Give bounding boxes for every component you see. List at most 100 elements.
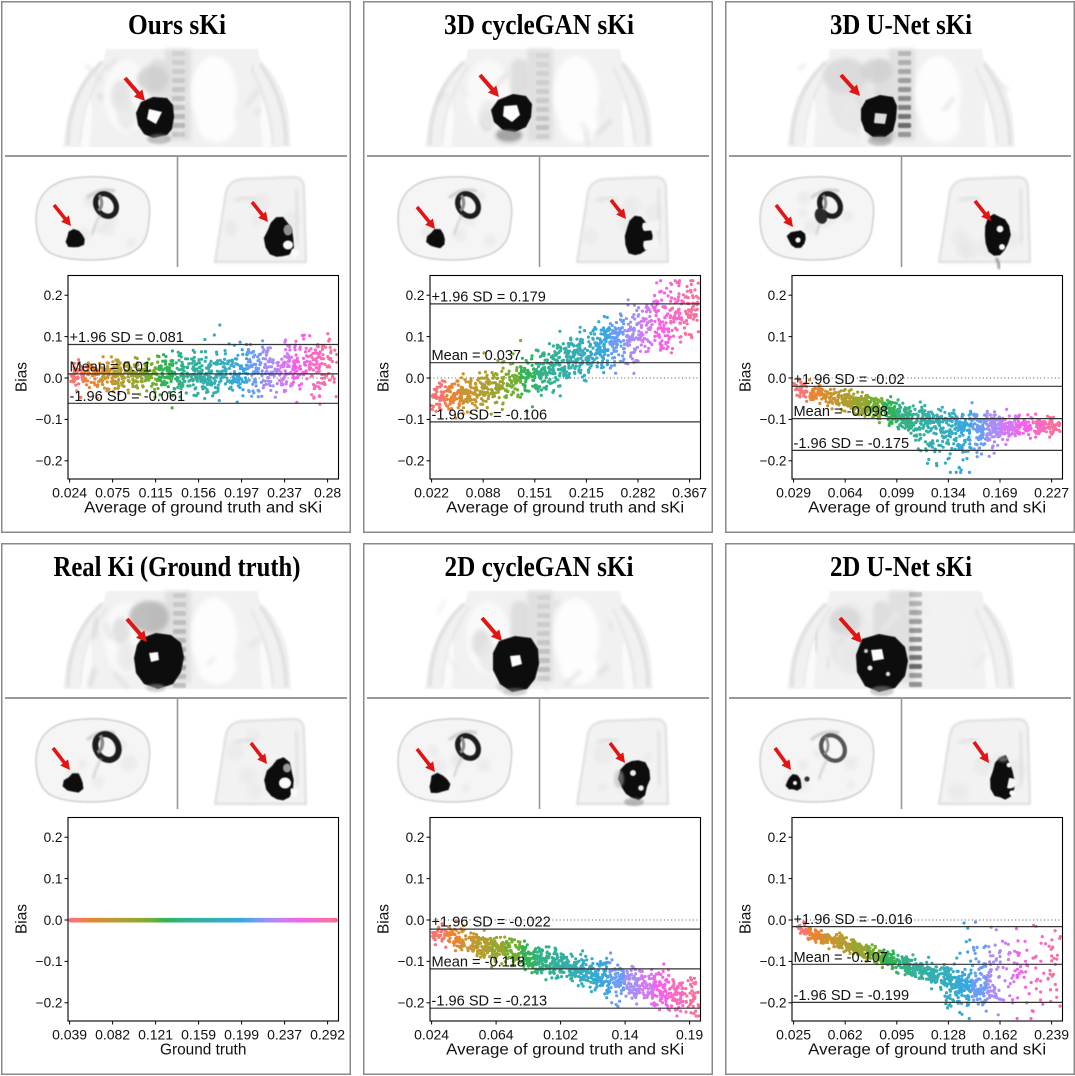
svg-text:Average of ground truth and sK: Average of ground truth and sKi [808,500,1046,517]
svg-text:0.064: 0.064 [479,1027,514,1043]
svg-text:0.121: 0.121 [138,1027,173,1043]
svg-text:0.1: 0.1 [44,329,63,344]
svg-text:0.075: 0.075 [95,485,130,501]
svg-text:+1.96 SD = -0.02: +1.96 SD = -0.02 [794,372,905,388]
svg-text:−0.1: −0.1 [398,412,425,427]
svg-text:Average of ground truth and sK: Average of ground truth and sKi [84,500,322,517]
svg-text:Mean = 0.037: Mean = 0.037 [432,348,522,364]
svg-text:0.14: 0.14 [611,1027,638,1043]
svg-text:Bias: Bias [738,362,755,392]
svg-text:0.237: 0.237 [267,1027,302,1043]
svg-text:-1.96 SD = -0.061: -1.96 SD = -0.061 [70,389,186,405]
svg-text:−0.1: −0.1 [36,954,63,969]
svg-text:0.022: 0.022 [414,485,449,501]
svg-text:-1.96 SD = -0.106: -1.96 SD = -0.106 [432,407,548,423]
svg-text:−0.2: −0.2 [36,996,63,1011]
svg-text:Bias: Bias [376,362,393,392]
svg-text:0.2: 0.2 [768,830,787,845]
svg-text:0.088: 0.088 [466,485,501,501]
svg-text:0.239: 0.239 [1034,1027,1069,1043]
svg-text:Bias: Bias [738,904,755,934]
svg-text:Bias: Bias [14,362,31,392]
svg-text:+1.96 SD = -0.016: +1.96 SD = -0.016 [794,912,913,928]
svg-text:−0.1: −0.1 [36,412,63,427]
svg-text:0.0: 0.0 [768,913,787,928]
svg-text:0.025: 0.025 [776,1027,811,1043]
svg-text:-1.96 SD = -0.175: -1.96 SD = -0.175 [794,436,910,452]
svg-text:Bias: Bias [376,904,393,934]
svg-text:0.237: 0.237 [267,485,302,501]
svg-text:0.28: 0.28 [314,485,341,501]
svg-text:0.134: 0.134 [931,485,966,501]
svg-text:Ground truth: Ground truth [160,1042,246,1059]
svg-text:2D U-Net sKi: 2D U-Net sKi [830,551,972,583]
svg-text:0.2: 0.2 [44,830,63,845]
svg-text:0.039: 0.039 [52,1027,87,1043]
svg-text:Real Ki (Ground truth): Real Ki (Ground truth) [54,551,301,583]
svg-text:0.1: 0.1 [406,329,425,344]
svg-text:-1.96 SD = -0.199: -1.96 SD = -0.199 [794,988,910,1004]
svg-text:0.1: 0.1 [768,871,787,886]
svg-text:Mean = -0.107: Mean = -0.107 [794,950,889,966]
svg-text:0.099: 0.099 [879,485,914,501]
svg-text:0.064: 0.064 [828,485,863,501]
svg-text:0.197: 0.197 [224,485,259,501]
svg-text:−0.2: −0.2 [760,996,787,1011]
svg-text:3D U-Net sKi: 3D U-Net sKi [830,9,972,41]
svg-text:+1.96 SD = 0.081: +1.96 SD = 0.081 [70,330,184,346]
svg-text:0.095: 0.095 [879,1027,914,1043]
svg-text:0.1: 0.1 [768,329,787,344]
svg-text:0.0: 0.0 [406,371,425,386]
svg-text:Ours sKi: Ours sKi [128,9,226,41]
svg-text:0.2: 0.2 [768,288,787,303]
svg-text:0.024: 0.024 [52,485,87,501]
svg-text:−0.1: −0.1 [760,954,787,969]
svg-text:0.169: 0.169 [982,485,1017,501]
svg-text:0.0: 0.0 [44,371,63,386]
svg-text:0.0: 0.0 [44,913,63,928]
svg-text:0.082: 0.082 [95,1027,130,1043]
svg-text:0.115: 0.115 [139,485,173,501]
svg-text:0.367: 0.367 [672,485,707,501]
svg-text:0.062: 0.062 [828,1027,863,1043]
svg-text:Average of ground truth and sK: Average of ground truth and sKi [446,1042,684,1059]
svg-text:−0.2: −0.2 [36,454,63,469]
svg-text:0.162: 0.162 [982,1027,1017,1043]
svg-text:Mean = -0.118: Mean = -0.118 [432,954,525,970]
svg-text:−0.2: −0.2 [760,454,787,469]
svg-text:0.19: 0.19 [676,1027,703,1043]
svg-text:0.128: 0.128 [931,1027,966,1043]
svg-text:−0.1: −0.1 [760,412,787,427]
svg-text:0.0: 0.0 [406,913,425,928]
svg-text:0.1: 0.1 [44,871,63,886]
svg-text:−0.2: −0.2 [398,996,425,1011]
svg-text:Bias: Bias [14,904,31,934]
svg-text:0.2: 0.2 [406,830,425,845]
svg-text:0.2: 0.2 [44,288,63,303]
svg-text:0.2: 0.2 [406,288,425,303]
svg-text:0.0: 0.0 [768,371,787,386]
svg-text:−0.1: −0.1 [398,954,425,969]
svg-text:Average of ground truth and sK: Average of ground truth and sKi [446,500,684,517]
svg-text:+1.96 SD = 0.179: +1.96 SD = 0.179 [432,289,546,305]
svg-text:+1.96 SD = -0.022: +1.96 SD = -0.022 [432,915,551,931]
svg-text:−0.2: −0.2 [398,454,425,469]
svg-text:0.151: 0.151 [517,485,552,501]
svg-text:0.102: 0.102 [543,1027,578,1043]
svg-text:3D cycleGAN sKi: 3D cycleGAN sKi [444,9,634,41]
svg-text:0.199: 0.199 [224,1027,259,1043]
svg-text:0.159: 0.159 [181,1027,216,1043]
svg-text:0.292: 0.292 [310,1027,345,1043]
svg-text:Average of ground truth and sK: Average of ground truth and sKi [808,1042,1046,1059]
svg-text:0.227: 0.227 [1034,485,1069,501]
svg-text:0.024: 0.024 [414,1027,449,1043]
svg-text:0.282: 0.282 [620,485,655,501]
svg-text:-1.96 SD = -0.213: -1.96 SD = -0.213 [432,994,548,1010]
svg-text:Mean = 0.01: Mean = 0.01 [70,359,152,375]
svg-text:2D cycleGAN sKi: 2D cycleGAN sKi [445,551,634,583]
svg-text:0.1: 0.1 [406,871,425,886]
svg-text:0.029: 0.029 [776,485,811,501]
svg-text:0.215: 0.215 [569,485,604,501]
svg-text:0.156: 0.156 [181,485,216,501]
svg-text:Mean = -0.098: Mean = -0.098 [794,404,889,420]
